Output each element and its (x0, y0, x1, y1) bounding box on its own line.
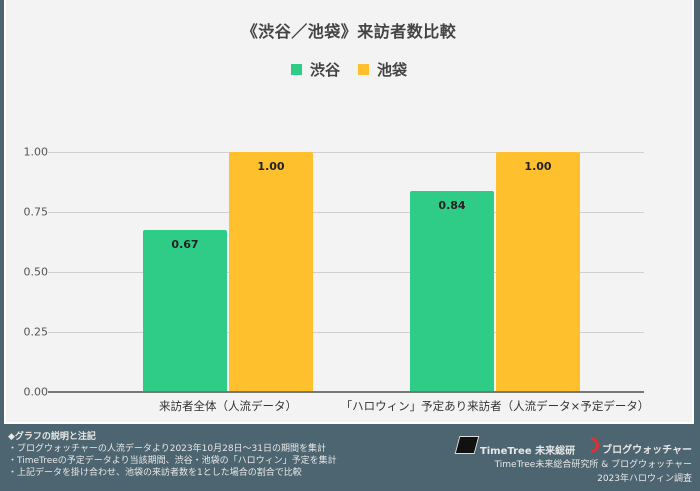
logo-row: TimeTree 未来総研 ブログウォッチャー (432, 433, 692, 457)
y-tick: 1.00 (23, 145, 49, 159)
gridline (48, 212, 644, 213)
timetree-logo: TimeTree 未来総研 (454, 436, 575, 457)
notes-heading: ◆グラフの説明と注記 (8, 432, 96, 442)
bar-ikebukuro-all: 1.00 (229, 152, 313, 391)
credit-line: 2023年ハロウィン調査 (597, 474, 692, 484)
note-line: ・TimeTreeの予定データより当該期間、渋谷・池袋の「ハロウィン」予定を集計 (8, 456, 337, 466)
bar-ikebukuro-halloween: 1.00 (496, 152, 580, 391)
bar-shibuya-all: 0.67 (143, 230, 227, 391)
blogwatcher-wave-icon (579, 433, 603, 457)
bar-value-label: 0.67 (171, 238, 199, 251)
plot-area: 1.00 0.75 0.50 0.25 0.00 0.67 1.00 0.84 … (6, 0, 696, 424)
note-line: ・上記データを掛け合わせ、池袋の来訪者数を1とした場合の割合で比較 (8, 468, 302, 478)
chart-title: 《渋谷／池袋》来訪者数比較 (241, 22, 457, 41)
note-line: ・ブログウォッチャーの人流データより2023年10月28日〜31日の期間を集計 (8, 444, 326, 454)
bar-shibuya-halloween: 0.84 (410, 191, 494, 391)
gridline (48, 272, 644, 273)
legend-item-shibuya: 渋谷 (290, 59, 340, 80)
blogwatcher-logo: ブログウォッチャー (579, 433, 692, 457)
legend-item-ikebukuro: 池袋 (358, 59, 407, 80)
y-tick: 0.00 (23, 385, 49, 399)
footer-notes: ◆グラフの説明と注記 ・ブログウォッチャーの人流データより2023年10月28日… (8, 431, 428, 479)
x-category-label: 「ハロウィン」予定あり来訪者（人流データ×予定データ） (340, 399, 650, 413)
chart-panel: 《渋谷／池袋》来訪者数比較 渋谷 池袋 1.00 0.75 0.50 0.25 … (4, 0, 694, 424)
gridline (48, 152, 644, 153)
timetree-mark-icon (454, 436, 480, 454)
bar-value-label: 0.84 (438, 199, 466, 212)
y-tick: 0.75 (23, 205, 49, 219)
bar-value-label: 1.00 (524, 160, 552, 173)
legend-swatch-yellow-icon (358, 64, 369, 75)
y-tick: 0.50 (23, 265, 49, 279)
chart-legend: 渋谷 池袋 (6, 59, 692, 80)
footer-credit: TimeTree 未来総研 ブログウォッチャー TimeTree未来総合研究所 … (432, 433, 692, 485)
y-tick: 0.25 (23, 325, 49, 339)
legend-label: 渋谷 (309, 61, 340, 79)
x-category-label: 来訪者全体（人流データ） (159, 399, 297, 413)
legend-label: 池袋 (377, 61, 408, 79)
x-axis-baseline (48, 391, 644, 393)
legend-swatch-green-icon (290, 64, 302, 75)
bar-value-label: 1.00 (257, 160, 285, 173)
credit-line: TimeTree未来総合研究所 & ブログウォッチャー (494, 460, 692, 470)
gridline (48, 332, 644, 333)
